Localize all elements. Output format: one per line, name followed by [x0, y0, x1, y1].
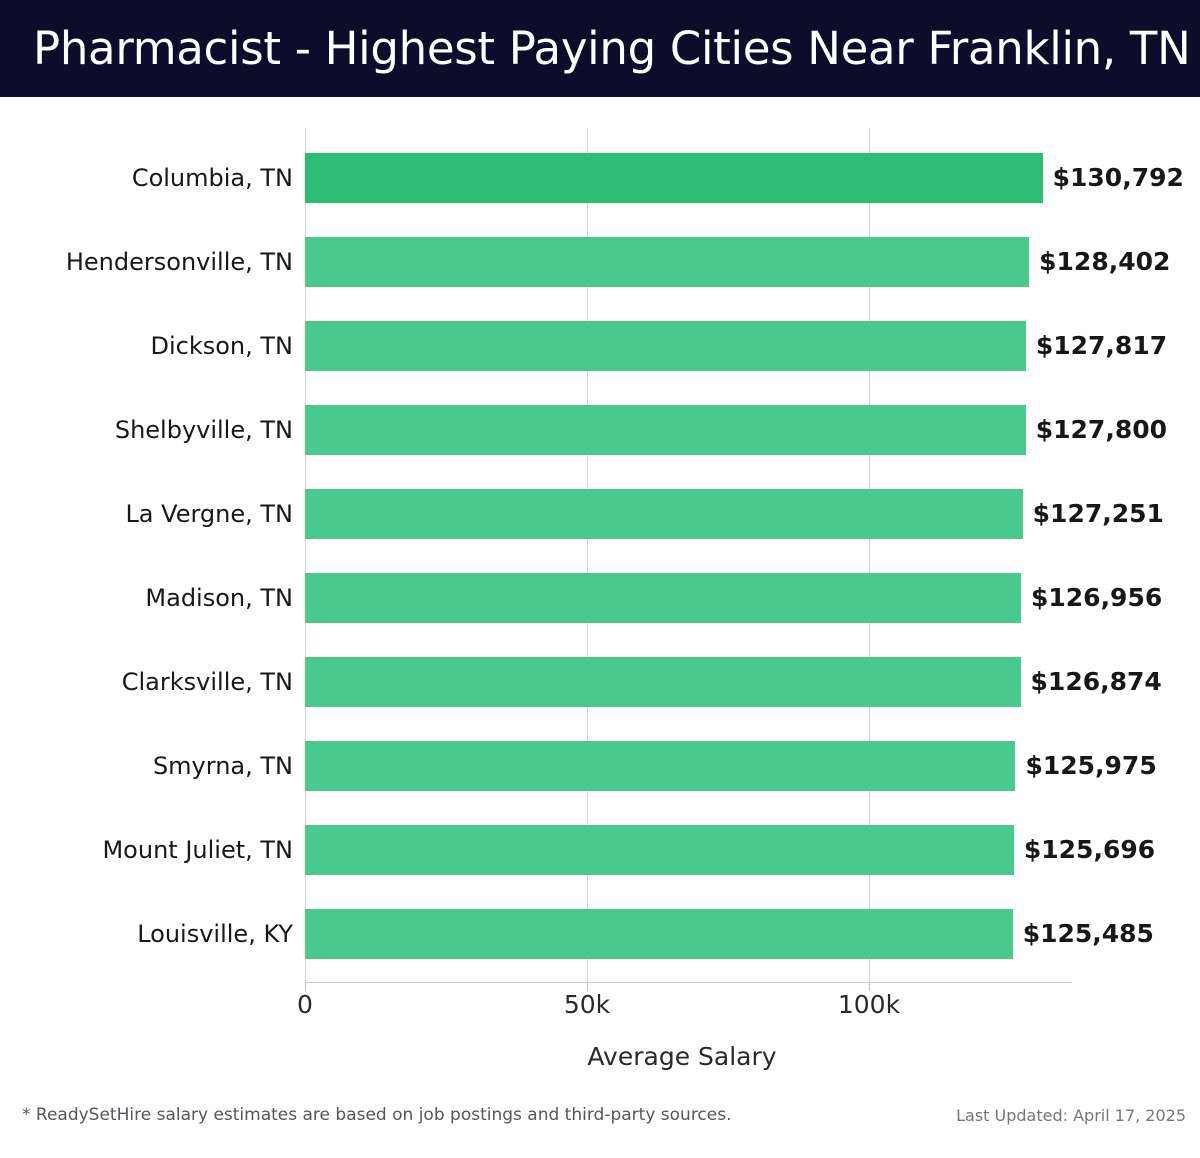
bar[interactable]	[305, 321, 1026, 371]
bar-row: $125,485	[305, 909, 1154, 959]
x-axis-title-label: Average Salary	[587, 1042, 777, 1071]
gridline	[868, 128, 870, 982]
bar-row: $130,792	[305, 153, 1184, 203]
category-label: Louisville, KY	[137, 920, 293, 948]
x-tick-mark	[305, 982, 306, 991]
bar[interactable]	[305, 237, 1030, 287]
bar-value-label: $127,251	[1032, 499, 1164, 528]
bar[interactable]	[305, 657, 1021, 707]
x-tick-label: 50k	[563, 990, 611, 1019]
bar-value-label: $127,800	[1035, 415, 1168, 444]
bar-value-label: $125,975	[1025, 751, 1157, 780]
bar-value-label: $125,696	[1023, 835, 1156, 864]
bar-row: $127,817	[305, 321, 1167, 371]
chart-header: Pharmacist - Highest Paying Cities Near …	[0, 0, 1200, 97]
x-axis-line	[305, 982, 1072, 983]
bar-value-label: $126,956	[1030, 583, 1163, 612]
x-tick-mark	[586, 982, 588, 991]
bar-rows: $130,792 $128,402 $127,817 $127,800 $127,251…	[305, 128, 1184, 982]
x-tick-label: 100k	[837, 990, 901, 1019]
footnote-text: * ReadySetHire salary estimates are base…	[22, 1105, 732, 1125]
category-label: Columbia, TN	[131, 164, 293, 192]
bar-value-label: $125,485	[1022, 919, 1154, 948]
bar-value-label: $128,402	[1039, 247, 1171, 276]
category-label: Mount Juliet, TN	[102, 836, 293, 864]
bar-row: $127,800	[305, 405, 1167, 455]
plot-area: $130,792 $128,402 $127,817 $127,800 $127,251…	[305, 128, 1184, 991]
bar-row: $127,251	[305, 489, 1164, 539]
bar-value-label: $130,792	[1052, 163, 1184, 192]
bar[interactable]	[305, 153, 1043, 203]
category-label: Clarksville, TN	[121, 668, 293, 696]
category-label: Smyrna, TN	[152, 752, 293, 780]
gridline	[305, 128, 306, 982]
bar[interactable]	[305, 573, 1021, 623]
bar[interactable]	[305, 489, 1023, 539]
chart-footer: * ReadySetHire salary estimates are base…	[0, 1105, 1200, 1158]
bar-row: $126,874	[305, 657, 1162, 707]
bar-row: $125,975	[305, 741, 1157, 791]
bar[interactable]	[305, 825, 1014, 875]
category-label: Shelbyville, TN	[114, 416, 293, 444]
bar-value-label: $126,874	[1030, 667, 1162, 696]
chart-canvas: Columbia, TN Hendersonville, TN Dickson, T…	[0, 97, 1200, 1097]
gridline	[586, 128, 588, 982]
category-label: La Vergne, TN	[125, 500, 293, 528]
last-updated-text: Last Updated: April 17, 2025	[956, 1106, 1186, 1125]
x-axis-title: Average Salary	[0, 1042, 1200, 1071]
y-axis-category-labels: Columbia, TN Hendersonville, TN Dickson, T…	[0, 128, 293, 982]
bar-row: $125,696	[305, 825, 1155, 875]
x-tick-mark	[868, 982, 870, 991]
bar-row: $126,956	[305, 573, 1162, 623]
category-label: Madison, TN	[145, 584, 293, 612]
bar[interactable]	[305, 909, 1013, 959]
bar[interactable]	[305, 405, 1026, 455]
bar-row: $128,402	[305, 237, 1170, 287]
page-title: Pharmacist - Highest Paying Cities Near …	[33, 22, 1191, 75]
bar-value-label: $127,817	[1035, 331, 1168, 360]
bar[interactable]	[305, 741, 1016, 791]
x-tick-label: 0	[297, 990, 313, 1019]
category-label: Dickson, TN	[150, 332, 293, 360]
category-label: Hendersonville, TN	[65, 248, 293, 276]
